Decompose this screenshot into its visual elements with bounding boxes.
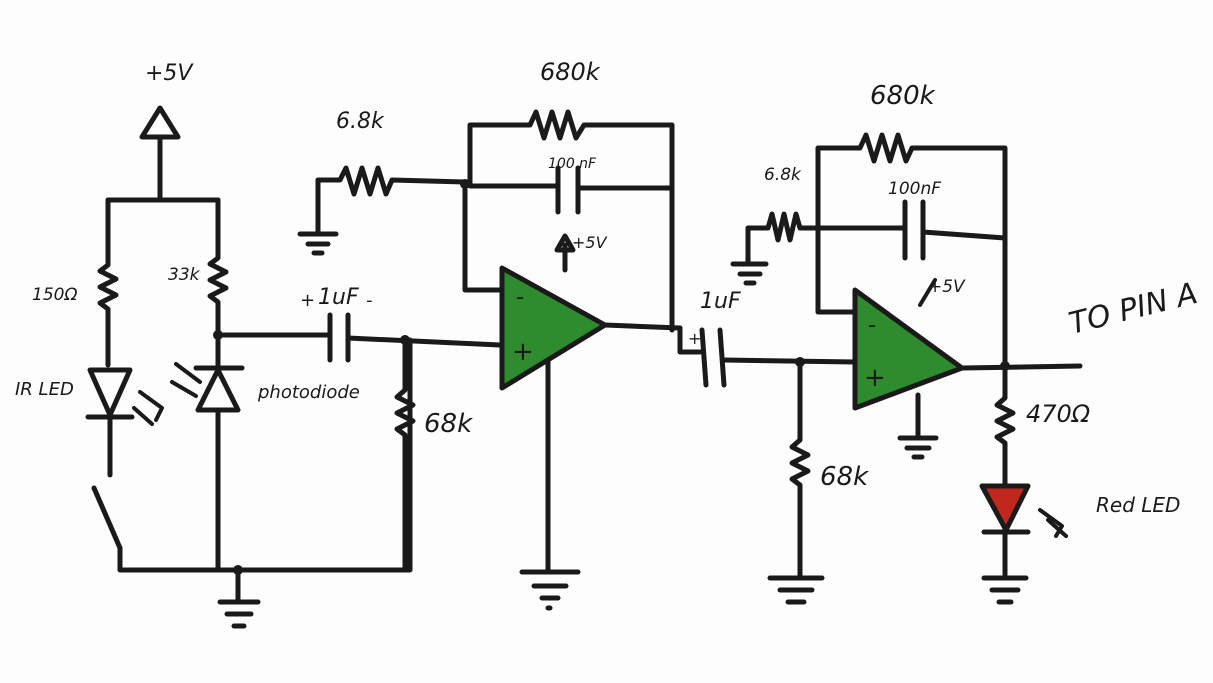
label-r-680k-first: 680k: [540, 58, 601, 86]
capacitor-1uf-second: [677, 325, 858, 388]
label-supply-top: +5V: [145, 61, 194, 86]
resistor-6k8-second: [730, 211, 819, 286]
switch: [91, 337, 413, 573]
resistor-68k-second: [767, 359, 825, 605]
output-line: [959, 361, 1083, 371]
feedback-680k-first: [467, 109, 675, 333]
label-c-100nf-first: 100 nF: [548, 156, 597, 172]
capacitor-100nf-first: [462, 165, 675, 293]
capacitor-100nf-second: [815, 199, 1008, 315]
label-red-led: Red LED: [1096, 493, 1180, 517]
ground-input-stage: [217, 565, 261, 629]
photodiode: [170, 332, 245, 573]
label-c-100nf-second: 100nF: [888, 179, 941, 199]
label-c1-value: 1uF: [318, 285, 359, 310]
resistor-470-ohm: [994, 365, 1016, 487]
label-r-68k-first: 68k: [424, 409, 473, 439]
capacitor-1uf-first: [213, 312, 503, 363]
label-opamp1-minus: -: [516, 285, 524, 310]
label-c2-pos: +: [688, 329, 701, 348]
label-opamp2-minus: -: [868, 313, 876, 338]
label-r-6k8-first: 6.8k: [336, 109, 385, 134]
label-c1-neg: -: [366, 290, 373, 311]
label-r-470: 470Ω: [1026, 400, 1091, 428]
resistor-6k8-first: [297, 165, 470, 256]
label-r-680k-second: 680k: [870, 81, 936, 111]
resistor-150-ohm: [97, 197, 119, 368]
label-r-150: 150Ω: [32, 285, 77, 305]
label-opamp2-plus: +: [864, 363, 886, 393]
ground-opamp-first: [519, 569, 581, 611]
label-output: TO PIN A: [1065, 276, 1201, 342]
label-r-68k-second: 68k: [820, 462, 869, 492]
label-opamp2-supply: +5V: [928, 277, 966, 297]
opamp-first: [499, 233, 683, 573]
label-r-6k8-second: 6.8k: [764, 165, 802, 185]
label-c2-value: 1uF: [700, 289, 741, 314]
opamp-second: [852, 278, 965, 460]
label-photodiode: photodiode: [257, 382, 360, 403]
red-led: [979, 483, 1068, 605]
label-r-33k: 33k: [168, 265, 201, 285]
resistor-68k-first: [394, 337, 416, 573]
label-c1-pos: +: [300, 290, 315, 311]
label-opamp1-plus: +: [512, 337, 534, 367]
resistor-33k: [207, 197, 229, 338]
ir-led: [85, 367, 164, 478]
feedback-680k-second: [815, 132, 1008, 365]
supply-arrow-5v: [139, 105, 181, 193]
supply-rail: [105, 187, 221, 203]
label-ir-led: IR LED: [15, 379, 74, 400]
label-opamp1-supply: +5V: [572, 233, 608, 252]
